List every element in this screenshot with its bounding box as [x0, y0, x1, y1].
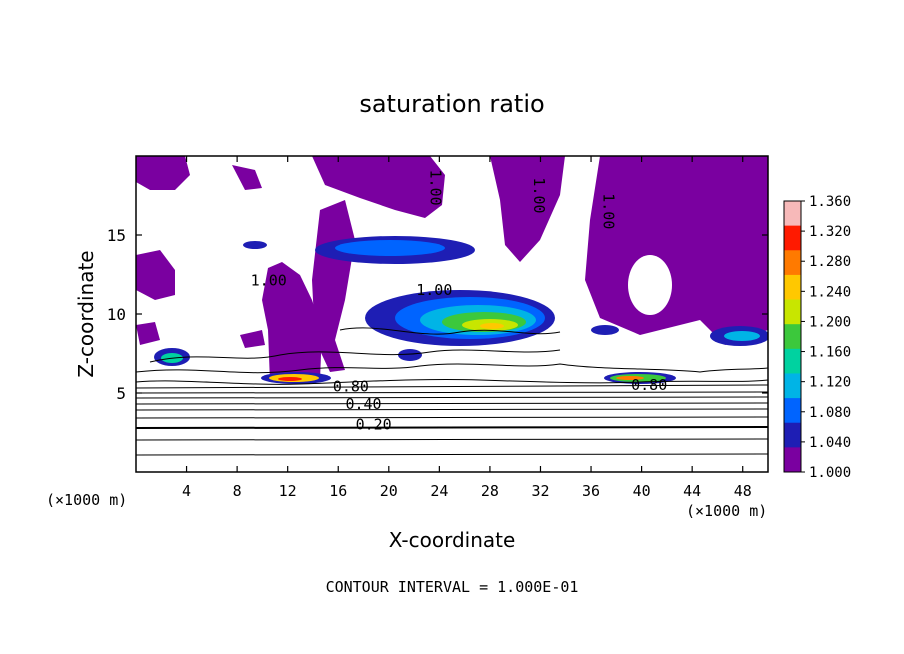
colorbar-swatch [784, 274, 801, 301]
colorbar-label: 1.360 [809, 194, 851, 210]
x-unit-left: (×1000 m) [46, 491, 127, 509]
colorbar-label: 1.040 [809, 435, 851, 451]
x-tick-label: 36 [582, 482, 600, 500]
colorbar-label: 1.240 [809, 284, 851, 300]
colorbar-swatch [784, 447, 801, 473]
colorbar-swatch [784, 201, 801, 227]
colorbar-swatch [784, 324, 801, 350]
contour-interval-note: CONTOUR INTERVAL = 1.000E-01 [326, 578, 579, 596]
contour-lines [136, 327, 768, 456]
contour-label: 1.00 [600, 193, 618, 229]
x-unit-right: (×1000 m) [686, 502, 767, 520]
upper-cloud-right [585, 156, 768, 345]
contour-label: 0.20 [356, 415, 392, 433]
contour-label: 1.00 [416, 281, 452, 299]
colorbar: 1.360 1.320 1.280 1.240 1.200 1.160 1.120 1.080… [783, 194, 851, 481]
colorbar-frame [783, 200, 802, 473]
small-patch-left [136, 322, 160, 345]
contour-label-group: 0.200.400.80 0.801.001.00 1.00 1.001.00 [251, 170, 668, 434]
x-tick-label: 48 [734, 482, 752, 500]
x-tick-label: 8 [233, 482, 242, 500]
x-axis-label: X-coordinate [389, 528, 516, 552]
small-patch-a [240, 330, 265, 348]
colorbar-label: 1.320 [809, 224, 851, 240]
x-tick-label: 32 [531, 482, 549, 500]
colorbar-label: 1.200 [809, 314, 851, 330]
colorbar-label: 1.000 [809, 465, 851, 481]
y-axis-label: Z-coordinate [74, 250, 98, 377]
y-tick-label: 10 [107, 305, 126, 324]
colorbar-label: 1.160 [809, 345, 851, 361]
chart-title: saturation ratio [359, 90, 544, 118]
plot-field: 0.200.400.80 0.801.001.00 1.00 1.001.00 [136, 156, 768, 472]
x-axis: 4 8 12 16 20 24 28 32 36 40 44 48 [182, 156, 752, 500]
upper-cloud-center [312, 156, 445, 218]
upper-left-blob [136, 156, 190, 190]
x-tick-label: 16 [329, 482, 347, 500]
x-tick-label: 44 [683, 482, 701, 500]
contour-label: 0.80 [333, 377, 369, 395]
clear-hole-right [628, 255, 672, 315]
colorbar-label: 1.080 [809, 405, 851, 421]
x-tick-label: 20 [380, 482, 398, 500]
colorbar-swatch [784, 373, 801, 399]
y-tick-label: 15 [107, 226, 126, 245]
upper-left-blob-2 [232, 165, 262, 190]
x-tick-label: 12 [279, 482, 297, 500]
colorbar-swatch [784, 422, 801, 448]
colorbar-swatch [784, 225, 801, 251]
contour-label: 0.40 [345, 395, 381, 413]
x-tick-label: 24 [430, 482, 448, 500]
contour-label: 1.00 [530, 177, 548, 213]
contour-label: 0.80 [631, 376, 667, 394]
left-edge-cloud [136, 250, 175, 300]
colorbar-label: 1.280 [809, 254, 851, 270]
x-tick-label: 28 [481, 482, 499, 500]
colorbar-swatch [784, 348, 801, 374]
upper-cloud-mid [490, 156, 565, 262]
colorbar-swatch [784, 398, 801, 424]
x-tick-label: 40 [633, 482, 651, 500]
x-tick-label: 4 [182, 482, 191, 500]
colorbar-swatch [784, 299, 801, 325]
contour-label: 1.00 [251, 272, 287, 290]
contour-label: 1.00 [427, 170, 445, 206]
y-axis: 5 10 15 [107, 226, 768, 403]
colorbar-label: 1.120 [809, 375, 851, 391]
y-tick-label: 5 [116, 384, 126, 403]
colorbar-swatch [784, 250, 801, 276]
